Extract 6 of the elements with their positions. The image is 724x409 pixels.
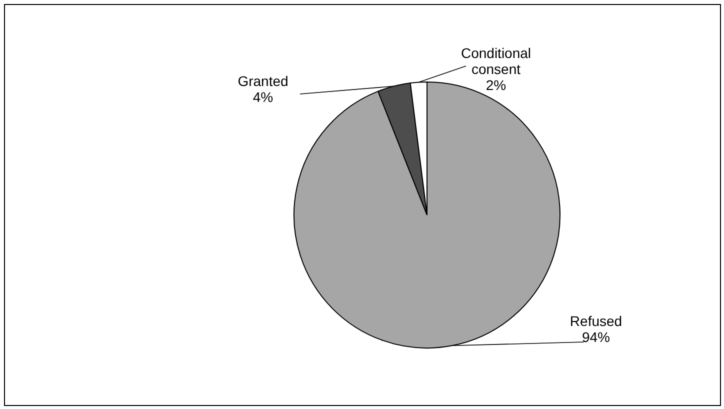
slice-label: Granted bbox=[238, 73, 288, 89]
slice-label: Conditional consent bbox=[460, 45, 532, 77]
data-label: 4% bbox=[252, 89, 274, 105]
data-label: 2% bbox=[486, 77, 506, 93]
slice-label: Refused bbox=[570, 313, 622, 329]
data-label: 94% bbox=[582, 329, 610, 345]
